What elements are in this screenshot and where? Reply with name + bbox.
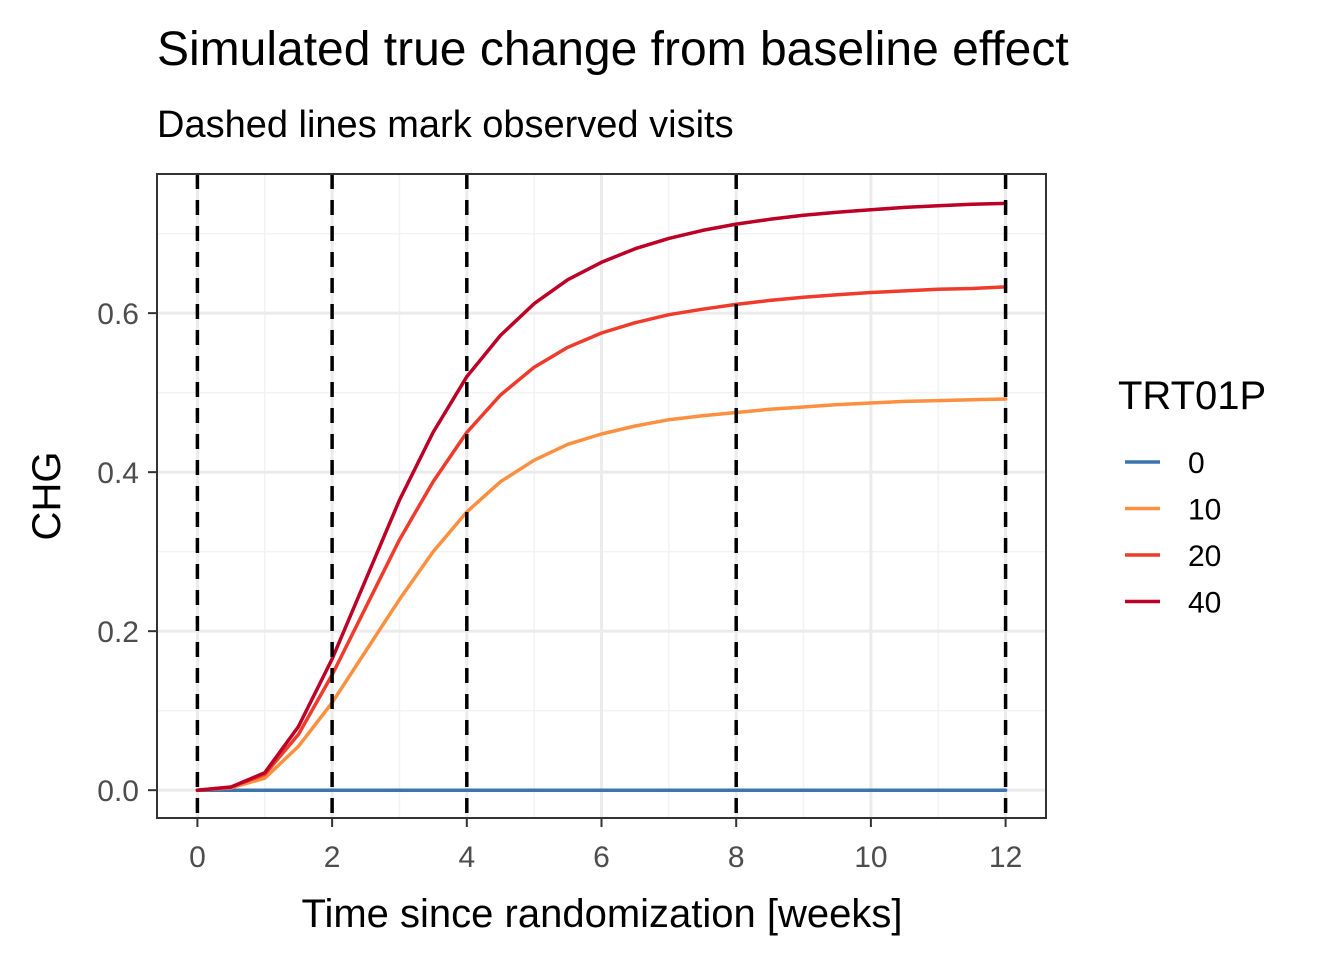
- chart-subtitle: Dashed lines mark observed visits: [157, 104, 734, 146]
- x-axis: 0 2 4 6 8 10 12: [189, 818, 1022, 874]
- x-tick-label: 8: [728, 841, 745, 874]
- x-tick-label: 0: [189, 841, 206, 874]
- x-tick-label: 10: [854, 841, 887, 874]
- legend-title: TRT01P: [1118, 374, 1266, 418]
- x-axis-title: Time since randomization [weeks]: [302, 892, 903, 936]
- y-axis: 0.0 0.2 0.4 0.6: [97, 298, 157, 808]
- y-tick-label: 0.0: [97, 775, 139, 808]
- legend-label-0: 0: [1188, 447, 1205, 480]
- y-tick-label: 0.6: [97, 298, 139, 331]
- y-tick-label: 0.4: [97, 457, 139, 490]
- series-line-40: [195, 201, 1008, 792]
- observed-visit-lines: [195, 174, 1008, 818]
- chart-title: Simulated true change from baseline effe…: [157, 23, 1069, 76]
- y-tick-label: 0.2: [97, 616, 139, 649]
- x-tick-label: 6: [593, 841, 610, 874]
- legend-label-20: 20: [1188, 540, 1221, 573]
- legend-label-10: 10: [1188, 494, 1221, 527]
- x-tick-label: 12: [989, 841, 1022, 874]
- x-tick-label: 4: [458, 841, 475, 874]
- y-axis-title: CHG: [25, 452, 69, 541]
- legend: TRT01P 0 10 20 40: [1118, 374, 1266, 620]
- legend-label-40: 40: [1188, 587, 1221, 620]
- x-tick-label: 2: [324, 841, 341, 874]
